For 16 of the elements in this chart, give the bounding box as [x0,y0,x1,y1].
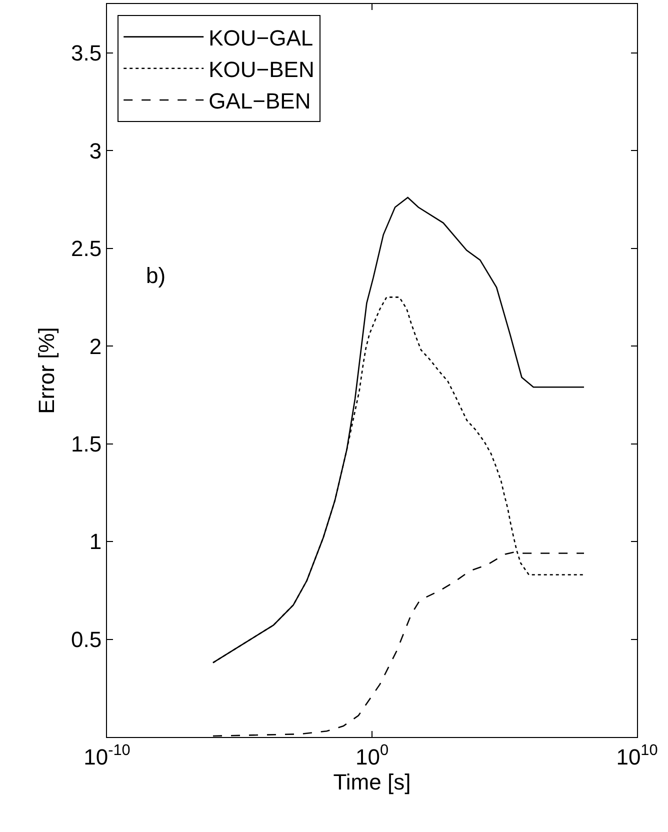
legend-label: KOU−BEN [208,56,314,82]
x-axis-title: Time [s] [333,769,411,794]
annotation: b) [146,263,166,288]
x-tick-label: 10$^{10}$ [616,742,658,770]
y-tick-label: 0.5 [71,626,102,652]
y-axis-title: Error [%] [34,327,59,414]
y-tick-label: 2 [89,334,102,359]
y-tick-label: 3.5 [71,40,102,66]
y-tick-label: 1.5 [71,432,102,456]
x-tick-label: 10$^{-10}$ [84,742,130,770]
y-tick-label: 2.5 [71,236,102,262]
x-tick-label: 10$^{0}$ [355,742,389,770]
y-tick-label: 3 [89,138,102,164]
legend-label: KOU−GAL [208,25,314,50]
legend-label: GAL−BEN [208,88,311,114]
y-tick-label: 1 [89,529,102,554]
